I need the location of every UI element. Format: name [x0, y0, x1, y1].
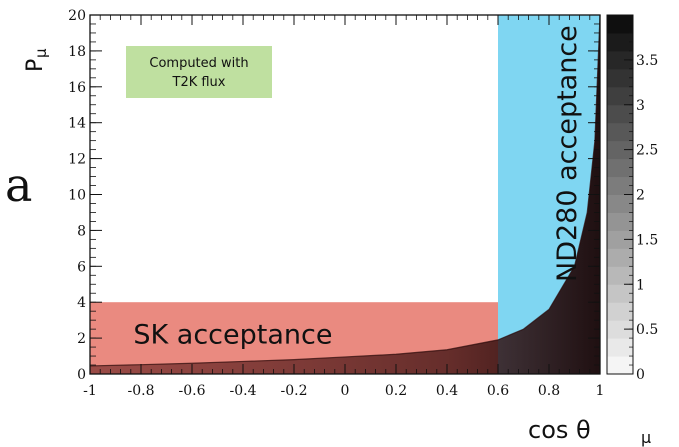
colorbar-band: [607, 104, 633, 124]
colorbar-tick-label: 1.5: [636, 232, 658, 248]
y-tick-label: 2: [77, 331, 86, 347]
colorbar-tick-label: 0: [636, 367, 645, 383]
x-tick-label: 0.4: [436, 383, 458, 399]
annotation-box: [126, 46, 272, 98]
y-tick-label: 10: [68, 188, 86, 204]
colorbar-tick-label: 2: [636, 188, 645, 204]
density-area: [90, 15, 600, 374]
x-tick-label: -0.2: [281, 383, 308, 399]
colorbar-band: [607, 140, 633, 160]
boundary-curve: [89, 14, 601, 367]
y-tick-label: 6: [77, 259, 86, 275]
colorbar-tick-label: 3: [636, 98, 645, 114]
side-text: a: [5, 158, 33, 212]
x-tick-label: 0.8: [538, 383, 560, 399]
colorbar-band: [607, 68, 633, 88]
region-label-sk: SK acceptance: [133, 319, 332, 350]
colorbar-band: [607, 15, 633, 34]
x-tick-label: 1: [596, 383, 605, 399]
colorbar-band: [607, 230, 633, 249]
x-axis-label: cos θ: [528, 416, 591, 444]
x-tick-label: -0.6: [179, 383, 206, 399]
y-axis-label-group: Pμ: [23, 48, 50, 72]
colorbar-band: [607, 320, 633, 339]
colorbar-tick-label: 3.5: [636, 53, 658, 69]
x-tick-label: 0.6: [487, 383, 509, 399]
y-axis-label-subscript: μ: [32, 48, 50, 58]
colorbar-tick-label: 2.5: [636, 143, 658, 159]
colorbar-band: [607, 338, 633, 357]
annotation-line: Computed with: [149, 56, 248, 71]
annotation-line: T2K flux: [172, 75, 226, 90]
y-tick-label: 20: [68, 8, 86, 24]
colorbar-band: [607, 212, 633, 231]
colorbar-band: [607, 284, 633, 303]
y-tick-label: 14: [68, 116, 86, 132]
colorbar-band: [607, 158, 633, 178]
y-tick-label: 16: [68, 80, 86, 96]
x-tick-label: 0: [341, 383, 350, 399]
colorbar-band: [607, 356, 633, 375]
y-tick-label: 4: [77, 295, 86, 311]
x-axis-label-subscript: μ: [641, 428, 651, 447]
colorbar-tick-label: 0.5: [636, 322, 658, 338]
y-axis-label: P: [23, 59, 48, 72]
colorbar-band: [607, 176, 633, 195]
y-tick-label: 12: [68, 152, 86, 168]
region-label-nd280: ND280 acceptance: [552, 25, 583, 282]
x-tick-label: -1: [83, 383, 97, 399]
x-tick-label: 0.2: [385, 383, 407, 399]
colorbar-band: [607, 86, 633, 106]
x-tick-label: -0.8: [128, 383, 155, 399]
colorbar-band: [607, 266, 633, 285]
colorbar-band: [607, 302, 633, 321]
colorbar-band: [607, 122, 633, 142]
x-tick-label: -0.4: [230, 383, 257, 399]
colorbar-tick-label: 1: [636, 277, 645, 293]
colorbar-band: [607, 32, 633, 52]
y-tick-label: 18: [68, 44, 86, 60]
y-tick-label: 8: [77, 223, 86, 239]
colorbar-band: [607, 248, 633, 267]
colorbar-band: [607, 194, 633, 213]
y-tick-label: 0: [77, 367, 86, 383]
colorbar-band: [607, 50, 633, 70]
